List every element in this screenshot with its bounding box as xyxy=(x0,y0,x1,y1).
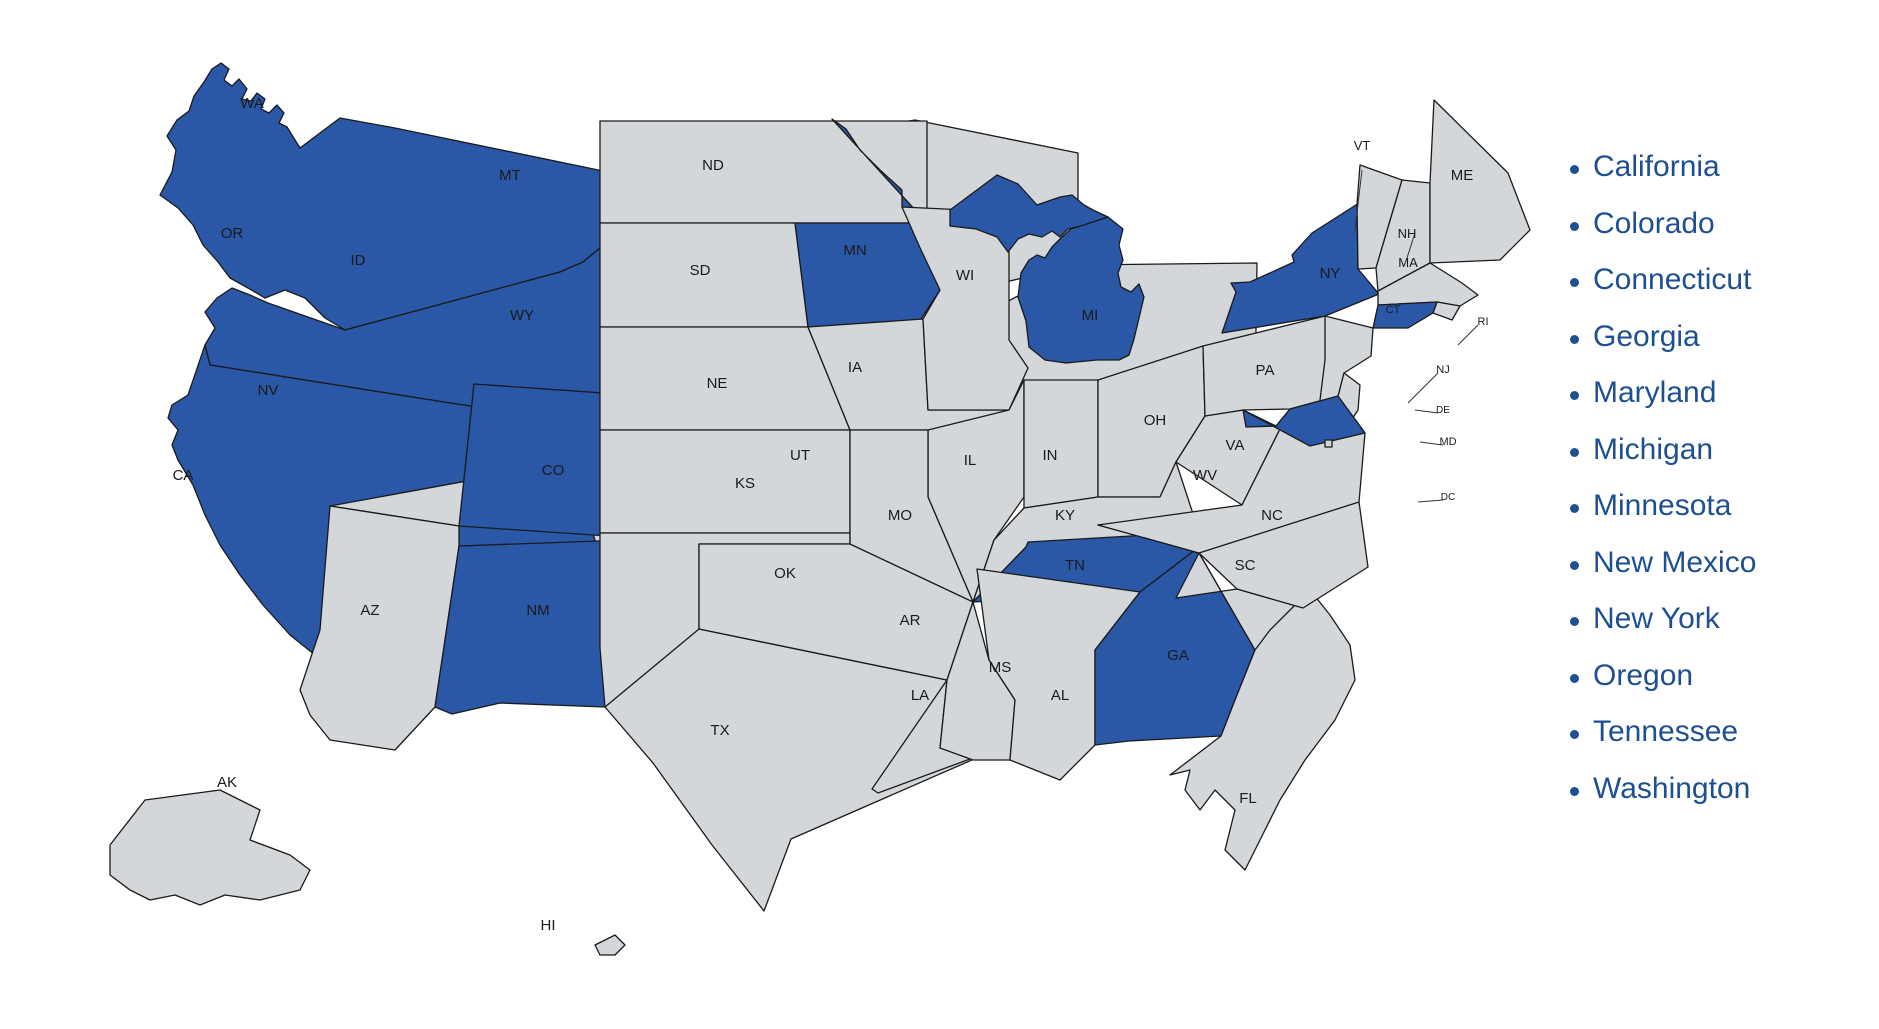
svg-text:MA: MA xyxy=(1398,255,1418,270)
svg-text:NY: NY xyxy=(1320,265,1341,282)
svg-text:SD: SD xyxy=(690,262,711,279)
svg-text:MI: MI xyxy=(1082,307,1099,324)
svg-text:OR: OR xyxy=(221,225,244,242)
svg-text:NJ: NJ xyxy=(1436,364,1449,376)
svg-text:NM: NM xyxy=(526,602,549,619)
svg-text:UT: UT xyxy=(790,447,810,464)
svg-text:LA: LA xyxy=(911,687,929,704)
svg-text:VT: VT xyxy=(1354,138,1371,153)
svg-text:DE: DE xyxy=(1436,405,1450,416)
svg-text:TN: TN xyxy=(1065,557,1085,574)
svg-text:OK: OK xyxy=(774,565,796,582)
svg-text:VA: VA xyxy=(1226,437,1245,454)
svg-text:IN: IN xyxy=(1043,447,1058,464)
svg-text:SC: SC xyxy=(1235,557,1256,574)
svg-text:PA: PA xyxy=(1256,362,1275,379)
svg-text:MT: MT xyxy=(499,167,521,184)
svg-text:MN: MN xyxy=(843,242,866,259)
svg-text:TX: TX xyxy=(710,722,729,739)
svg-text:OH: OH xyxy=(1144,412,1167,429)
svg-text:DC: DC xyxy=(1441,492,1455,503)
svg-text:AK: AK xyxy=(217,774,237,791)
svg-text:NE: NE xyxy=(707,375,728,392)
svg-text:MD: MD xyxy=(1439,436,1456,448)
svg-text:NV: NV xyxy=(258,382,279,399)
svg-text:KY: KY xyxy=(1055,507,1075,524)
svg-text:WY: WY xyxy=(510,307,534,324)
svg-text:AL: AL xyxy=(1051,687,1069,704)
svg-text:MO: MO xyxy=(888,507,912,524)
svg-text:HI: HI xyxy=(541,917,556,934)
svg-text:GA: GA xyxy=(1167,647,1189,664)
svg-text:KS: KS xyxy=(735,475,755,492)
svg-text:ID: ID xyxy=(351,252,366,269)
svg-text:CO: CO xyxy=(542,462,565,479)
svg-text:CT: CT xyxy=(1386,304,1401,316)
svg-text:WV: WV xyxy=(1193,467,1217,484)
svg-text:WA: WA xyxy=(240,95,264,112)
svg-text:ND: ND xyxy=(702,157,724,174)
svg-text:AR: AR xyxy=(900,612,921,629)
svg-text:RI: RI xyxy=(1478,316,1489,328)
svg-text:AZ: AZ xyxy=(360,602,379,619)
svg-text:IA: IA xyxy=(848,359,862,376)
svg-text:WI: WI xyxy=(956,267,974,284)
svg-text:NH: NH xyxy=(1398,226,1417,241)
svg-text:IL: IL xyxy=(964,452,977,469)
svg-text:CA: CA xyxy=(173,467,194,484)
svg-text:MS: MS xyxy=(989,659,1012,676)
svg-text:NC: NC xyxy=(1261,507,1283,524)
svg-text:ME: ME xyxy=(1451,167,1474,184)
svg-text:FL: FL xyxy=(1239,790,1257,807)
